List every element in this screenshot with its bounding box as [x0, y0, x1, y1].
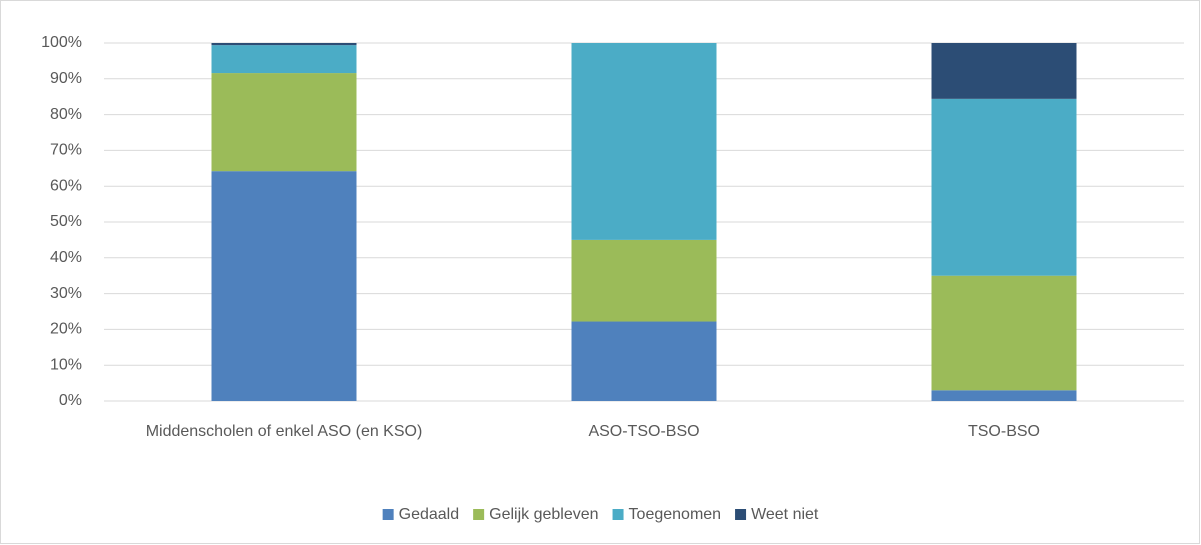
bar-segment: [211, 73, 357, 172]
legend-swatch: [612, 509, 624, 520]
y-tick-label: 60%: [50, 177, 82, 194]
y-tick-label: 50%: [50, 213, 82, 230]
bar-segment: [931, 390, 1077, 401]
x-tick-label: TSO-BSO: [967, 423, 1040, 440]
y-tick-label: 10%: [50, 356, 82, 373]
legend-label: Toegenomen: [629, 506, 722, 523]
bar-segment: [571, 321, 717, 401]
x-tick-label: ASO-TSO-BSO: [588, 423, 700, 440]
y-tick-label: 80%: [50, 106, 82, 123]
bar-segment: [931, 98, 1077, 276]
legend-label: Gedaald: [399, 506, 460, 523]
bar-segment: [211, 45, 357, 74]
legend-swatch: [382, 509, 394, 520]
legend-label: Gelijk gebleven: [489, 506, 598, 523]
bar-segment: [211, 43, 357, 46]
y-tick-label: 20%: [50, 321, 82, 338]
y-tick-label: 0%: [59, 392, 82, 409]
bar-segment: [211, 171, 357, 401]
legend-label: Weet niet: [751, 506, 819, 523]
y-tick-label: 40%: [50, 249, 82, 266]
y-tick-label: 90%: [50, 70, 82, 87]
bar-segment: [931, 275, 1077, 391]
x-tick-label: Middenscholen of enkel ASO (en KSO): [145, 423, 423, 440]
y-tick-label: 30%: [50, 285, 82, 302]
bar-segment: [571, 239, 717, 322]
y-tick-label: 100%: [41, 34, 82, 51]
bar-segment: [571, 43, 717, 240]
legend-swatch: [473, 509, 485, 520]
y-tick-label: 70%: [50, 142, 82, 159]
bar-segment: [931, 43, 1077, 99]
legend-swatch: [735, 509, 747, 520]
